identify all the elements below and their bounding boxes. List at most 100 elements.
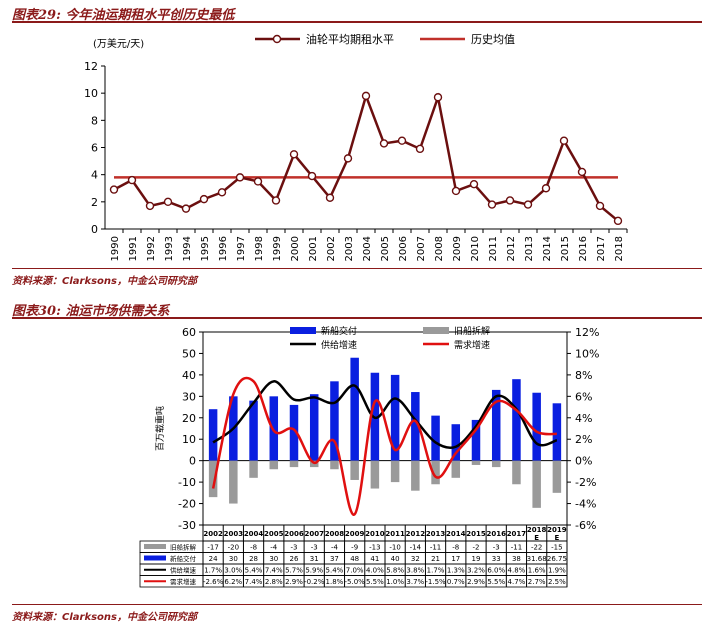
table-cell: -14	[410, 544, 422, 552]
y-tick-label: 6	[91, 142, 98, 155]
x-tick-label: 2000	[290, 236, 301, 261]
y2-tick-label: 4%	[575, 412, 592, 425]
table-category-label: 2015	[466, 530, 486, 538]
data-point	[307, 171, 317, 181]
bar-new-deliveries	[249, 400, 258, 461]
y-tick-label: -10	[178, 476, 196, 489]
series-line-tanker-rate	[113, 91, 619, 222]
table-cell: 21	[431, 555, 440, 563]
table-cell: 2.9%	[285, 578, 303, 586]
bar-scrapping	[451, 460, 461, 478]
table-cell: 2.9%	[467, 578, 485, 586]
series-line-demand-growth	[211, 376, 558, 516]
table-cell: 28	[249, 555, 258, 563]
y-tick-label: 10	[84, 87, 98, 100]
data-point	[145, 201, 155, 211]
y2-tick-label: 12%	[575, 326, 599, 339]
table-cell: 38	[512, 555, 521, 563]
data-point	[541, 184, 551, 193]
x-tick-label: 2010	[470, 236, 481, 261]
table-cell: 41	[370, 555, 379, 563]
legend-label-historical-average: 历史均值	[471, 33, 515, 46]
y-tick-label: 0	[189, 455, 196, 468]
table-category-label: 2012	[406, 530, 426, 538]
table-category-label: 2013	[426, 530, 446, 538]
table-cell: -2	[473, 544, 480, 552]
data-point	[433, 93, 443, 102]
table-category-label: 2002	[203, 530, 223, 538]
bar-scrapping	[289, 460, 299, 468]
x-tick-label: 1994	[182, 236, 193, 261]
table-legend-swatch	[144, 555, 166, 561]
data-point	[469, 179, 479, 189]
y-axis-label: 百万载重吨	[154, 406, 166, 451]
bar-scrapping	[370, 460, 380, 489]
table-cell: 6.0%	[487, 567, 505, 575]
table-cell: -9	[351, 544, 358, 552]
bar-new-deliveries	[512, 379, 521, 461]
bar-scrapping	[532, 460, 541, 508]
table-cell: -4	[270, 544, 278, 552]
bar-scrapping	[512, 460, 521, 485]
bar-scrapping	[330, 460, 339, 470]
y-tick-label: 2	[91, 196, 98, 209]
bar-scrapping	[249, 460, 258, 478]
chart-tanker-supply-demand: -30 -20 -10 0 10 20 30 40 50 60 -6% -4% -2% 0% 2% 4% 6% 8…	[139, 325, 599, 588]
table-cell: -4	[331, 544, 339, 552]
bar-new-deliveries	[451, 424, 461, 461]
x-tick-label: 2018	[614, 236, 625, 261]
data-point	[127, 175, 137, 185]
bar-new-deliveries	[309, 394, 319, 461]
figure-29-source-rule	[12, 268, 702, 269]
table-cell: 37	[330, 555, 339, 563]
table-cell: -20	[228, 544, 239, 552]
table-cell: 31	[310, 555, 319, 563]
table-category-label: 2009	[345, 530, 365, 538]
bar-new-deliveries	[208, 409, 218, 461]
y-tick-label: 10	[182, 433, 196, 446]
y-tick-label: 40	[182, 369, 196, 382]
data-point	[577, 167, 587, 177]
x-tick-label: 2007	[416, 236, 427, 261]
table-cell: 3.0%	[224, 567, 242, 575]
bar-scrapping	[471, 460, 481, 465]
bar-scrapping	[229, 460, 238, 504]
table-cell: 1.9%	[548, 567, 566, 575]
table-cell: -8	[250, 544, 257, 552]
table-cell: 40	[391, 555, 400, 563]
y2-tick-label: 0%	[575, 455, 592, 468]
table-category-label: 2006	[284, 530, 304, 538]
legend-label-scrapping: 旧船拆解	[454, 325, 490, 337]
table-row-label: 旧船拆解	[170, 543, 197, 552]
x-tick-label: 2006	[398, 236, 409, 261]
legend-label-new-deliveries: 新船交付	[321, 325, 357, 337]
table-cell: 48	[350, 555, 359, 563]
table-category-label: 2016	[486, 530, 506, 538]
table-row-label: 供给增速	[170, 566, 197, 575]
table-cell: -22	[531, 544, 542, 552]
y-tick-label: 30	[182, 390, 196, 403]
table-cell: 32	[411, 555, 420, 563]
x-tick-label: 1992	[146, 236, 157, 261]
table-cell: 3.2%	[467, 567, 485, 575]
table-cell: 5.9%	[305, 567, 323, 575]
table-cell: -3	[311, 544, 318, 552]
bar-new-deliveries	[431, 415, 440, 461]
table-cell: 19	[472, 555, 481, 563]
table-cell: 33	[492, 555, 501, 563]
data-point	[505, 196, 515, 205]
table-category-label: 2008	[325, 530, 345, 538]
y-tick-label: 12	[84, 60, 98, 73]
table-cell: -11	[511, 544, 522, 552]
legend-label-demand-growth: 需求增速	[454, 339, 490, 351]
data-point	[253, 177, 263, 186]
data-point	[343, 154, 353, 163]
figure-30-source: 资料来源：Clarksons，中金公司研究部	[12, 612, 197, 623]
x-tick-label: 2002	[326, 236, 337, 261]
x-tick-label: 2013	[524, 236, 535, 261]
x-tick-label: 2016	[578, 236, 589, 261]
table-cell: 5.4%	[326, 567, 344, 575]
table-cell: -8	[452, 544, 459, 552]
bar-new-deliveries	[471, 419, 481, 461]
table-cell: 5.5%	[366, 578, 384, 586]
